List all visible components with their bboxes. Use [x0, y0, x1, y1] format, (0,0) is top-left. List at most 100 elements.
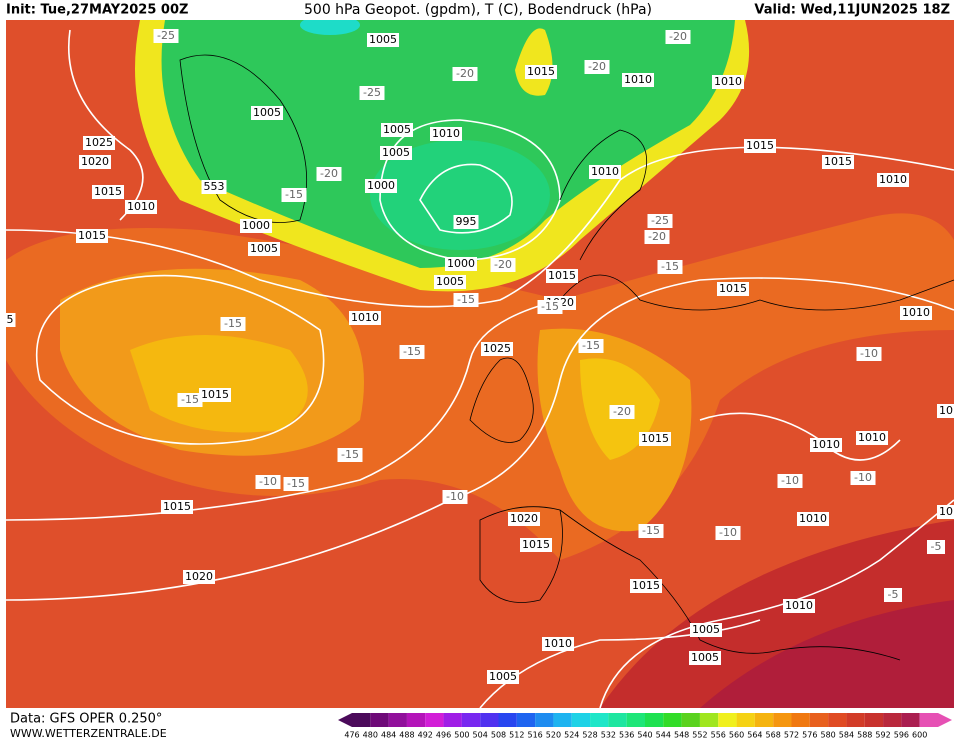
- temperature-label: -10: [719, 526, 737, 539]
- colorbar-swatch: [828, 713, 847, 727]
- isobar-label: 1010: [785, 599, 813, 612]
- footer-data: Data: GFS OPER 0.250°: [10, 712, 162, 727]
- isobar-label-box: [367, 33, 399, 47]
- isobar-label: 1010: [591, 165, 619, 178]
- colorbar-tick-label: 500: [454, 731, 469, 740]
- colorbar-tick-label: 524: [564, 731, 579, 740]
- colorbar-tick-label: 492: [418, 731, 433, 740]
- temperature-label: -25: [363, 86, 381, 99]
- colorbar-tick-label: 532: [601, 731, 616, 740]
- isobar-label-box: [4, 313, 16, 327]
- isobar-label-box: [83, 136, 115, 150]
- isobar-label: 1015: [527, 65, 555, 78]
- colorbar-tick-label: 588: [857, 731, 872, 740]
- temperature-label-box: [281, 188, 307, 202]
- isobar-label: 1005: [691, 651, 719, 664]
- temperature-label: -10: [446, 490, 464, 503]
- isobar-label: 1010: [432, 127, 460, 140]
- temperature-label-box: [453, 293, 479, 307]
- isobar-label-box: [508, 512, 540, 526]
- colorbar-swatch: [883, 713, 902, 727]
- isobar-label: 1015: [719, 282, 747, 295]
- colorbar-tick-label: 496: [436, 731, 451, 740]
- colorbar-tick-label: 580: [820, 731, 835, 740]
- isobar-label-box: [445, 257, 477, 271]
- isobar-label-box: [76, 229, 108, 243]
- isobar-label-box: [125, 200, 157, 214]
- isobar-label-box: [744, 139, 776, 153]
- temperature-label-box: [316, 167, 342, 181]
- coastline: [559, 509, 901, 661]
- isobar-label: 1015: [522, 538, 550, 551]
- temperature-label: -10: [259, 475, 277, 488]
- temperature-label-box: [442, 490, 468, 504]
- isobar-label: 1015: [746, 139, 774, 152]
- colorbar-swatch: [608, 713, 627, 727]
- isobar-label-box: [542, 637, 574, 651]
- isobar-label: 1010: [799, 512, 827, 525]
- colorbar-swatch: [425, 713, 444, 727]
- colorbar-swatch: [388, 713, 407, 727]
- colorbar-swatch: [516, 713, 536, 727]
- isobar-label-box: [365, 179, 397, 193]
- isobar-label: 1015: [78, 229, 106, 242]
- temperature-label-box: [255, 475, 281, 489]
- colorbar-swatch: [681, 713, 700, 727]
- colorbar-swatch: [919, 713, 938, 727]
- temperature-label-box: [638, 524, 664, 538]
- colorbar-swatch: [553, 713, 572, 727]
- colorbar-swatch: [370, 713, 389, 727]
- field-amber: [130, 335, 308, 433]
- colorbar-swatch: [864, 713, 884, 727]
- temperature-label: -5: [931, 540, 942, 553]
- temperature-label: -15: [224, 317, 242, 330]
- isobar: [5, 299, 561, 521]
- isobar-label-box: [783, 599, 815, 613]
- temperature-label: -20: [613, 405, 631, 418]
- colorbar-tick-label: 560: [729, 731, 744, 740]
- isobar-label: 1010: [812, 438, 840, 451]
- isobar-label: 995: [456, 215, 477, 228]
- coastlines: [179, 54, 955, 661]
- colorbar-swatch: [443, 713, 462, 727]
- colorbar-tick-label: 508: [491, 731, 506, 740]
- colorbar-tick-label: 484: [381, 731, 396, 740]
- colorbar-swatch: [406, 713, 426, 727]
- isobar-label-box: [251, 106, 283, 120]
- isobar-label-box: [520, 538, 552, 552]
- isobar-label: 1005: [383, 123, 411, 136]
- colorbar-tick-label: 552: [692, 731, 707, 740]
- temperature-label-box: [850, 471, 876, 485]
- isobar-label: 553: [204, 180, 225, 193]
- header-title: 500 hPa Geopot. (gpdm), T (C), Bodendruc…: [304, 2, 652, 18]
- colorbar-tick-label: 564: [747, 731, 762, 740]
- colorbar-tick-label: 600: [912, 731, 927, 740]
- temperature-label-box: [337, 448, 363, 462]
- isobar-label-box: [937, 404, 955, 418]
- colorbar-swatch: [809, 713, 829, 727]
- temperature-label-box: [153, 29, 179, 43]
- isobar-label: 1010: [624, 73, 652, 86]
- temperature-label: -10: [860, 347, 878, 360]
- isobar-label: 1020: [81, 155, 109, 168]
- map-fields: [6, 15, 954, 708]
- isobar-label: 1005: [489, 670, 517, 683]
- isobar-label: 1015: [548, 269, 576, 282]
- isobar-label-box: [430, 127, 462, 141]
- colorbar-tick-label: 488: [399, 731, 414, 740]
- colorbar-tick-label: 572: [784, 731, 799, 740]
- isobar-label-box: [453, 215, 479, 229]
- isobar-label-box: [183, 570, 215, 584]
- isobar: [379, 119, 561, 261]
- isobar-label: 1000: [242, 219, 270, 232]
- isobar-label-box: [487, 670, 519, 684]
- header-bar: [0, 0, 959, 20]
- temperature-label: -15: [341, 448, 359, 461]
- colorbar-arrow-low: [338, 713, 352, 727]
- isobar-label-box: [622, 73, 654, 87]
- isobar: [419, 163, 513, 234]
- isobar-label: 1000: [447, 257, 475, 270]
- temperature-label-box: [177, 393, 203, 407]
